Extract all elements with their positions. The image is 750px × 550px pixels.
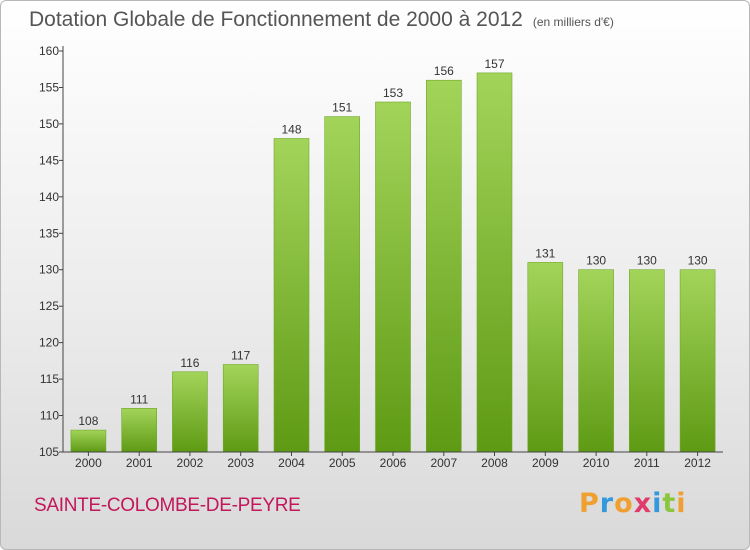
x-tick-label-2012: 2012 — [684, 456, 711, 470]
x-tick-label-2009: 2009 — [532, 456, 559, 470]
bar-2012 — [679, 269, 716, 453]
data-label-2003: 117 — [231, 349, 250, 363]
y-tick-label-140: 140 — [39, 190, 59, 204]
data-label-2000: 108 — [78, 414, 98, 428]
x-tick-label-2001: 2001 — [126, 456, 153, 470]
logo-letter: r — [599, 488, 615, 519]
logo-letter: x — [633, 488, 653, 519]
y-tick-label-135: 135 — [39, 226, 59, 240]
x-tick-label-2011: 2011 — [634, 456, 660, 470]
data-label-2006: 153 — [383, 86, 403, 100]
data-label-2007: 156 — [434, 64, 454, 78]
y-tick-label-125: 125 — [39, 299, 59, 313]
x-tick-label-2005: 2005 — [329, 456, 356, 470]
data-label-2011: 130 — [637, 254, 657, 268]
bar-2006 — [375, 101, 411, 453]
chart-title: Dotation Globale de Fonctionnement de 20… — [29, 8, 523, 31]
logo-letter: t — [662, 488, 677, 519]
x-tick-label-2010: 2010 — [583, 456, 610, 470]
x-tick-label-2006: 2006 — [380, 456, 407, 470]
logo-letter: i — [652, 488, 663, 519]
y-tick-label-105: 105 — [39, 445, 59, 459]
y-tick-label-145: 145 — [39, 153, 59, 167]
logo-letter: i — [676, 488, 687, 519]
chart-title-block: Dotation Globale de Fonctionnement de 20… — [29, 8, 614, 32]
y-tick-label-130: 130 — [39, 263, 59, 277]
proxiti-logo: Proxiti — [579, 488, 687, 519]
x-tick-label-2004: 2004 — [278, 456, 305, 470]
y-tick-label-160: 160 — [39, 44, 59, 58]
y-tick-label-110: 110 — [40, 409, 59, 423]
bar-2003 — [222, 364, 259, 453]
commune-name: SAINTE-COLOMBE-DE-PEYRE — [34, 495, 301, 516]
y-tick-label-120: 120 — [39, 336, 59, 350]
bars-group — [70, 72, 716, 453]
y-tick-label-155: 155 — [39, 81, 59, 95]
data-labels-group: 108 111 116 117 148 151 153 156 157 131 130 130 130 — [78, 57, 708, 428]
bar-2010 — [578, 269, 614, 453]
data-label-2008: 157 — [484, 57, 504, 71]
bar-2007 — [425, 79, 462, 453]
chart-subtitle: (en milliers d'€) — [532, 15, 614, 29]
data-label-2010: 130 — [586, 254, 606, 268]
data-label-2009: 131 — [535, 246, 555, 260]
x-tick-label-2007: 2007 — [430, 456, 457, 470]
logo-letter: o — [614, 488, 634, 519]
data-label-2004: 148 — [281, 123, 301, 137]
bar-2001 — [121, 407, 157, 453]
y-tick-label-115: 115 — [40, 372, 59, 386]
bar-2005 — [324, 116, 361, 453]
x-tick-label-2008: 2008 — [481, 456, 508, 470]
data-label-2002: 116 — [180, 356, 199, 370]
bar-2008 — [476, 72, 513, 453]
bar-2011 — [628, 269, 665, 453]
bar-2002 — [172, 371, 208, 453]
logo-letter: P — [579, 488, 600, 519]
bar-2009 — [527, 262, 564, 453]
data-label-2001: 111 — [130, 392, 149, 406]
bar-2000 — [70, 429, 107, 453]
axes-group: 2000 2001 2002 2003 2004 2005 2006 2007 2008 2009… — [39, 44, 723, 470]
data-label-2005: 151 — [332, 101, 352, 115]
x-tick-label-2003: 2003 — [227, 456, 254, 470]
bar-2004 — [273, 138, 310, 453]
x-tick-label-2000: 2000 — [75, 456, 102, 470]
x-tick-label-2002: 2002 — [177, 456, 204, 470]
y-tick-label-150: 150 — [39, 117, 59, 131]
data-label-2012: 130 — [688, 254, 708, 268]
